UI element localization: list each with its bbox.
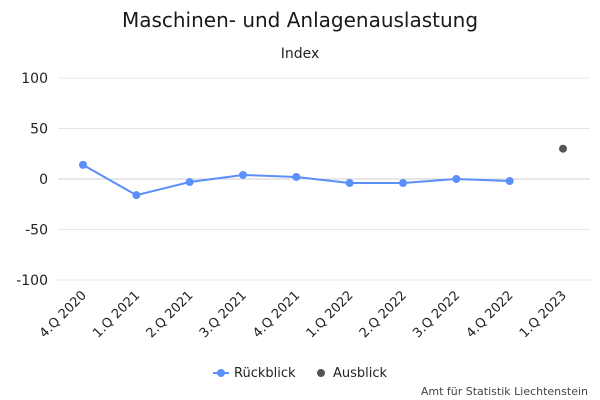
data-point[interactable]: [185, 178, 194, 187]
y-tick-label: -100: [16, 273, 48, 289]
x-tick-label: 4.Q 2022: [464, 288, 517, 341]
chart-subtitle: Index: [281, 46, 320, 62]
y-tick-label: 0: [39, 172, 48, 188]
y-tick-label: 100: [21, 71, 48, 87]
legend-item-ausblick[interactable]: Ausblick: [317, 366, 388, 381]
x-tick-label: 2.Q 2021: [144, 288, 197, 341]
legend-item-rueckblick[interactable]: Rückblick: [213, 366, 296, 381]
x-axis-ticks: 4.Q 2020 1.Q 2021 2.Q 2021 3.Q 2021 4.Q 2021…: [37, 288, 570, 341]
y-tick-label: 50: [30, 122, 48, 138]
source-credit: Amt für Statistik Liechtenstein: [421, 385, 588, 398]
legend-marker-rueckblick: [217, 369, 225, 377]
data-point[interactable]: [345, 179, 354, 188]
data-point[interactable]: [132, 191, 141, 200]
data-point[interactable]: [239, 170, 247, 179]
data-point[interactable]: [452, 175, 461, 183]
x-tick-label: 2.Q 2022: [357, 288, 410, 341]
x-tick-label: 4.Q 2021: [250, 288, 303, 341]
x-tick-label: 1.Q 2021: [90, 288, 143, 341]
chart-title: Maschinen- und Anlagenauslastung: [122, 8, 478, 32]
x-tick-label: 3.Q 2022: [410, 288, 463, 341]
legend-marker-ausblick: [317, 369, 325, 377]
data-point[interactable]: [399, 179, 407, 188]
x-tick-label: 1.Q 2023: [517, 288, 570, 341]
data-point[interactable]: [559, 144, 567, 153]
legend-label-rueckblick: Rückblick: [234, 366, 296, 381]
grid-lines: [58, 77, 590, 281]
legend-label-ausblick: Ausblick: [333, 366, 388, 381]
x-tick-label: 3.Q 2021: [197, 288, 250, 341]
x-tick-label: 1.Q 2022: [304, 288, 357, 341]
data-point[interactable]: [79, 160, 87, 169]
data-point[interactable]: [292, 172, 301, 181]
legend[interactable]: Rückblick Ausblick: [213, 366, 388, 381]
series-group: [79, 144, 567, 200]
x-tick-label: 4.Q 2020: [37, 288, 90, 341]
y-tick-label: -50: [25, 223, 48, 239]
data-point[interactable]: [505, 177, 514, 186]
y-axis-ticks: 100 50 0 -50 -100: [16, 71, 48, 289]
